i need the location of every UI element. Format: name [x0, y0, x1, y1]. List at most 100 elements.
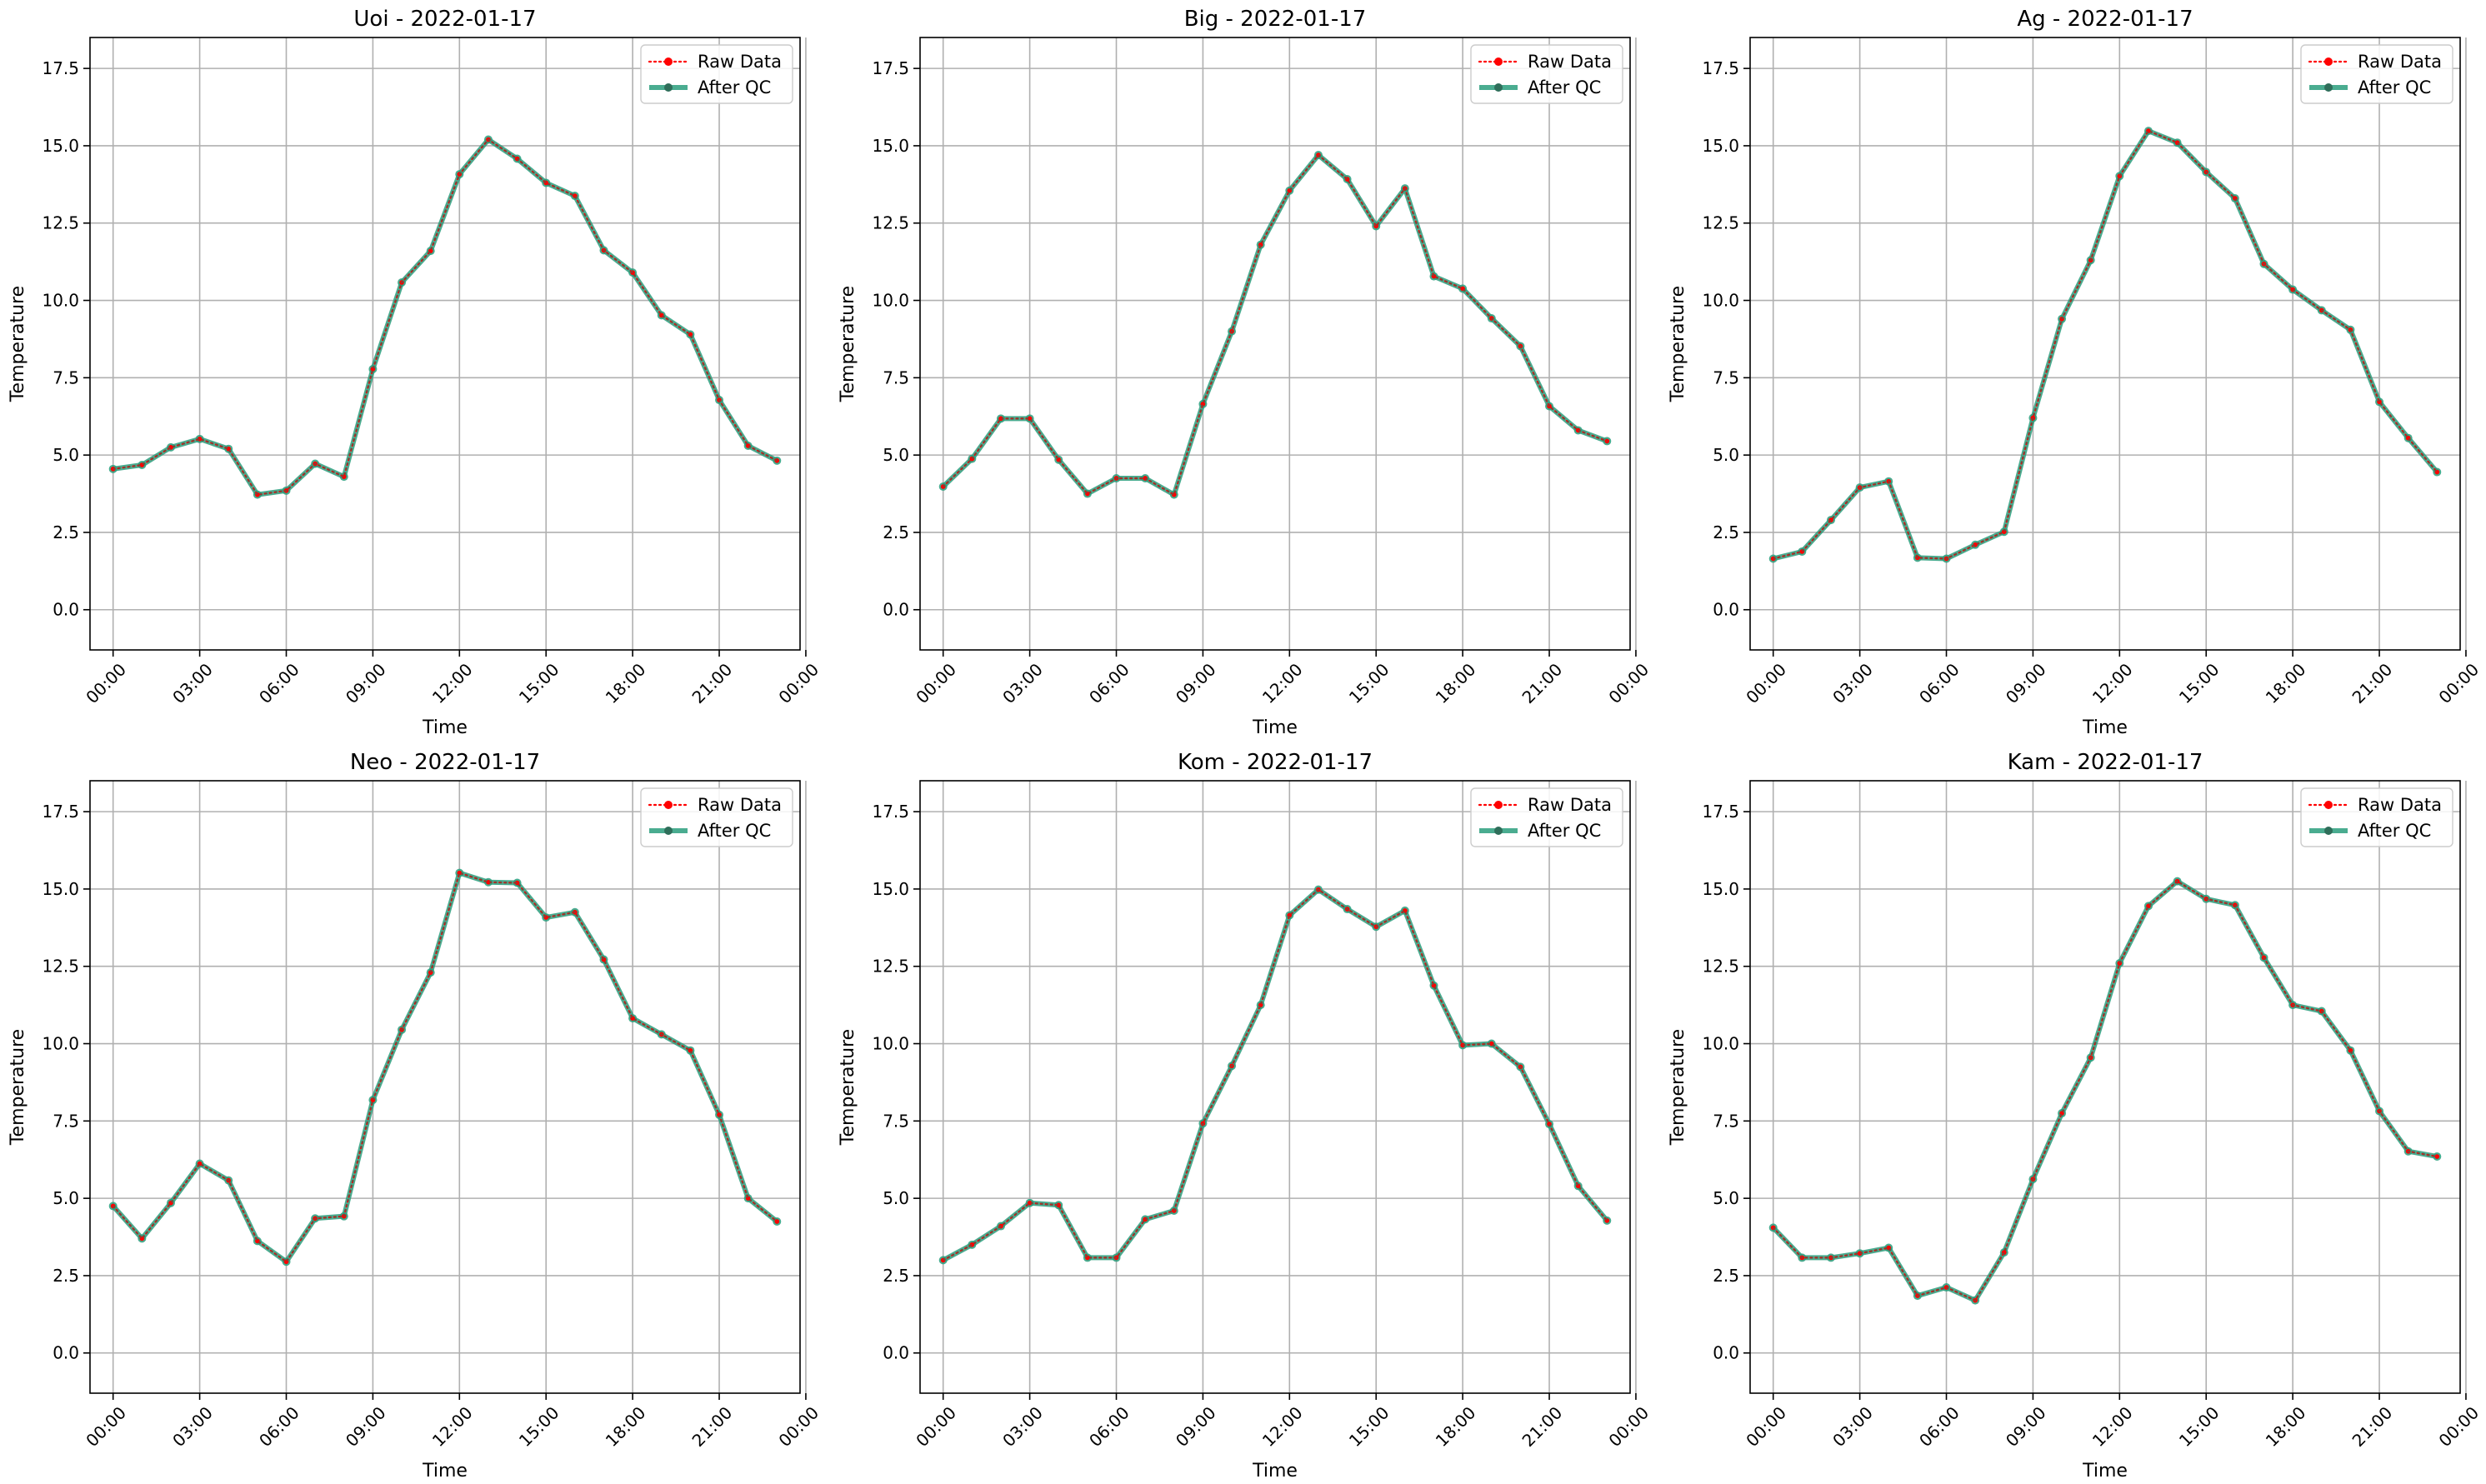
y-tick-label: 17.5 — [42, 802, 79, 822]
chart-title: Kom - 2022-01-17 — [1178, 750, 1373, 775]
axes-frame — [1749, 37, 2461, 651]
axes-frame — [89, 37, 801, 651]
legend-raw-marker — [2324, 57, 2333, 66]
y-tick-label: 15.0 — [872, 136, 909, 156]
legend-raw-marker — [664, 801, 673, 809]
legend-label-raw-data: Raw Data — [698, 52, 782, 72]
x-axis-label: Time — [2082, 717, 2128, 738]
legend-label-raw-data: Raw Data — [1528, 52, 1612, 72]
y-tick-label: 7.5 — [53, 367, 79, 387]
x-tick-label: 15:00 — [1345, 659, 1393, 707]
legend-raw-marker — [1494, 57, 1503, 66]
x-tick-label: 09:00 — [2002, 1402, 2050, 1451]
y-tick-label: 12.5 — [1702, 957, 1739, 977]
x-axis-label: Time — [1252, 717, 1298, 738]
legend-label-raw-data: Raw Data — [2358, 795, 2442, 815]
y-tick-label: 12.5 — [872, 213, 909, 233]
x-tick-label: 03:00 — [168, 659, 217, 707]
legend-raw-marker — [1494, 801, 1503, 809]
x-tick-label: 00:00 — [82, 659, 130, 707]
y-axis-label: Temperature — [8, 1029, 28, 1146]
legend-raw-marker — [664, 57, 673, 66]
chart-title: Neo - 2022-01-17 — [350, 750, 540, 775]
x-tick-label: 09:00 — [2002, 659, 2050, 707]
series-overlay — [942, 153, 1608, 497]
legend-label-after-qc: After QC — [1528, 77, 1601, 97]
x-tick-label: 21:00 — [1518, 1402, 1567, 1451]
y-axis-label: Temperature — [838, 1029, 858, 1146]
subplot: 0.0 2.5 5.0 7.5 10.0 12.5 15.0 17.5 00:00 03:00 06… — [838, 7, 1653, 738]
y-tick-label: 5.0 — [1713, 1188, 1739, 1208]
x-axis-label: Time — [422, 1461, 468, 1482]
y-tick-label: 10.0 — [1702, 1034, 1739, 1054]
raw-data-point — [998, 416, 1003, 422]
plot-area — [1750, 781, 2460, 1393]
y-tick-label: 2.5 — [1713, 522, 1739, 542]
x-tick-label: 03:00 — [998, 1402, 1047, 1451]
x-tick-label: 00:00 — [774, 1402, 823, 1451]
x-tick-label: 06:00 — [1915, 659, 1963, 707]
x-tick-label: 00:00 — [2434, 659, 2483, 707]
y-tick-label: 2.5 — [53, 1266, 79, 1286]
x-tick-label: 03:00 — [1828, 1402, 1877, 1451]
x-tick-label: 00:00 — [2434, 1402, 2483, 1451]
y-tick-label: 10.0 — [42, 291, 79, 311]
x-tick-label: 12:00 — [1258, 1402, 1307, 1451]
y-axis-label: Temperature — [838, 286, 858, 402]
y-tick-label: 15.0 — [42, 879, 79, 899]
x-tick-label: 00:00 — [912, 659, 960, 707]
y-tick-label: 5.0 — [883, 445, 909, 465]
x-tick-label: 18:00 — [2262, 659, 2310, 707]
y-tick-label: 2.5 — [53, 522, 79, 542]
series-overlay — [1773, 129, 2438, 560]
x-tick-label: 15:00 — [2175, 659, 2223, 707]
legend-label-raw-data: Raw Data — [1528, 795, 1612, 815]
legend-label-after-qc: After QC — [698, 821, 771, 841]
x-tick-label: 06:00 — [1085, 659, 1133, 707]
chart-title: Ag - 2022-01-17 — [2017, 7, 2193, 32]
x-tick-label: 03:00 — [998, 659, 1047, 707]
legend: Raw Data After QC — [640, 787, 793, 847]
x-tick-label: 00:00 — [82, 1402, 130, 1451]
legend-raw-marker — [2324, 801, 2333, 809]
x-tick-label: 12:00 — [2088, 1402, 2137, 1451]
y-axis-label: Temperature — [1668, 1029, 1688, 1146]
legend-qc-marker — [2324, 827, 2333, 835]
y-tick-label: 10.0 — [1702, 291, 1739, 311]
series-overlay — [1772, 880, 2438, 1302]
x-tick-label: 21:00 — [688, 1402, 737, 1451]
y-tick-label: 12.5 — [42, 213, 79, 233]
y-tick-label: 2.5 — [883, 1266, 909, 1286]
x-tick-label: 15:00 — [1345, 1402, 1393, 1451]
y-tick-label: 17.5 — [872, 802, 909, 822]
y-tick-label: 12.5 — [872, 957, 909, 977]
x-axis-label: Time — [422, 717, 468, 738]
x-tick-label: 12:00 — [428, 659, 477, 707]
subplot: 0.0 2.5 5.0 7.5 10.0 12.5 15.0 17.5 00:00 03:00 06… — [8, 750, 823, 1482]
x-tick-label: 03:00 — [1828, 659, 1877, 707]
y-tick-label: 0.0 — [1713, 600, 1739, 620]
x-tick-label: 21:00 — [688, 659, 737, 707]
series-overlay — [112, 872, 778, 1264]
y-tick-label: 7.5 — [53, 1111, 79, 1131]
x-axis-label: Time — [2082, 1461, 2128, 1482]
y-tick-label: 17.5 — [1702, 58, 1739, 78]
y-tick-label: 2.5 — [883, 522, 909, 542]
x-tick-label: 21:00 — [1518, 659, 1567, 707]
y-tick-label: 15.0 — [872, 879, 909, 899]
x-tick-label: 09:00 — [342, 659, 390, 707]
legend: Raw Data After QC — [2300, 44, 2453, 104]
plot-area — [1750, 37, 2460, 650]
subplot: 0.0 2.5 5.0 7.5 10.0 12.5 15.0 17.5 00:00 03:00 06… — [1668, 750, 2483, 1482]
x-tick-label: 18:00 — [602, 659, 650, 707]
y-tick-label: 0.0 — [53, 600, 79, 620]
legend-label-after-qc: After QC — [1528, 821, 1601, 841]
x-tick-label: 18:00 — [1432, 1402, 1480, 1451]
y-tick-label: 17.5 — [872, 58, 909, 78]
legend: Raw Data After QC — [640, 44, 793, 104]
y-axis-label: Temperature — [8, 286, 28, 402]
raw-data-point — [2434, 1154, 2440, 1159]
legend-label-after-qc: After QC — [2358, 77, 2431, 97]
chart-title: Kam - 2022-01-17 — [2008, 750, 2203, 775]
x-tick-label: 00:00 — [1604, 1402, 1653, 1451]
